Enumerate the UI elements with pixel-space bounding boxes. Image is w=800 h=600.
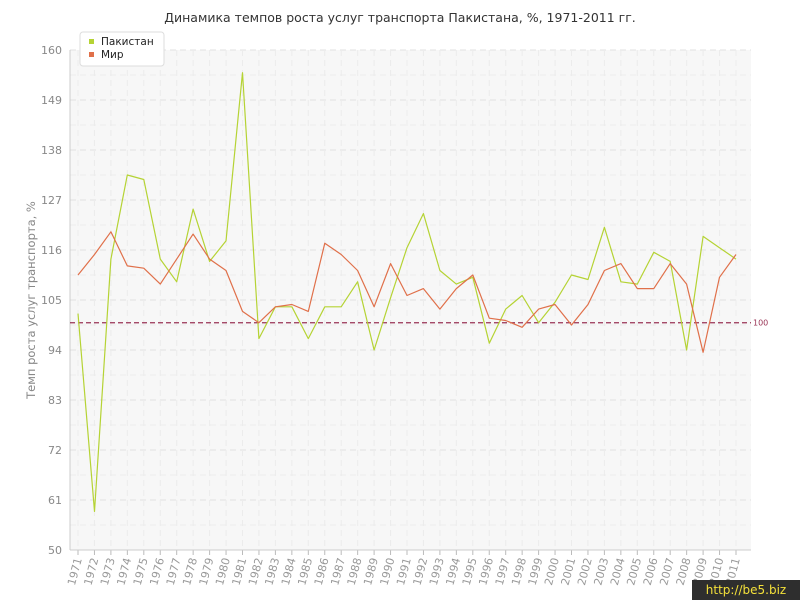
y-tick-label: 105	[41, 294, 62, 307]
legend-box	[79, 31, 165, 67]
y-axis-label: Темп роста услуг транспорта, %	[24, 201, 38, 400]
y-tick-label: 138	[41, 144, 62, 157]
axes	[69, 50, 751, 555]
reference-line-group: 100	[70, 319, 768, 328]
series-line-pakistan	[77, 72, 737, 512]
legend-item-world-swatch	[89, 52, 94, 57]
y-tick-label: 94	[48, 344, 62, 357]
chart-title: Динамика темпов роста услуг транспорта П…	[164, 10, 636, 25]
y-tick-label: 116	[41, 244, 62, 257]
y-tick-label: 160	[41, 44, 62, 57]
grid-lines	[70, 49, 751, 550]
series-line-world	[77, 231, 737, 353]
y-tick-label: 61	[48, 494, 62, 507]
y-tick-label: 50	[48, 544, 62, 557]
watermark: http://be5.biz	[692, 580, 800, 600]
y-tick-label: 72	[48, 444, 62, 457]
y-tick-label: 149	[41, 94, 62, 107]
y-tick-label: 83	[48, 394, 62, 407]
reference-line-label: 100	[753, 319, 768, 328]
series-lines	[77, 72, 737, 512]
legend-item-world-label: Мир	[101, 49, 124, 61]
legend-item-pakistan-label: Пакистан	[101, 36, 154, 48]
y-tick-label: 127	[41, 194, 62, 207]
legend-item-pakistan-swatch	[89, 39, 94, 44]
